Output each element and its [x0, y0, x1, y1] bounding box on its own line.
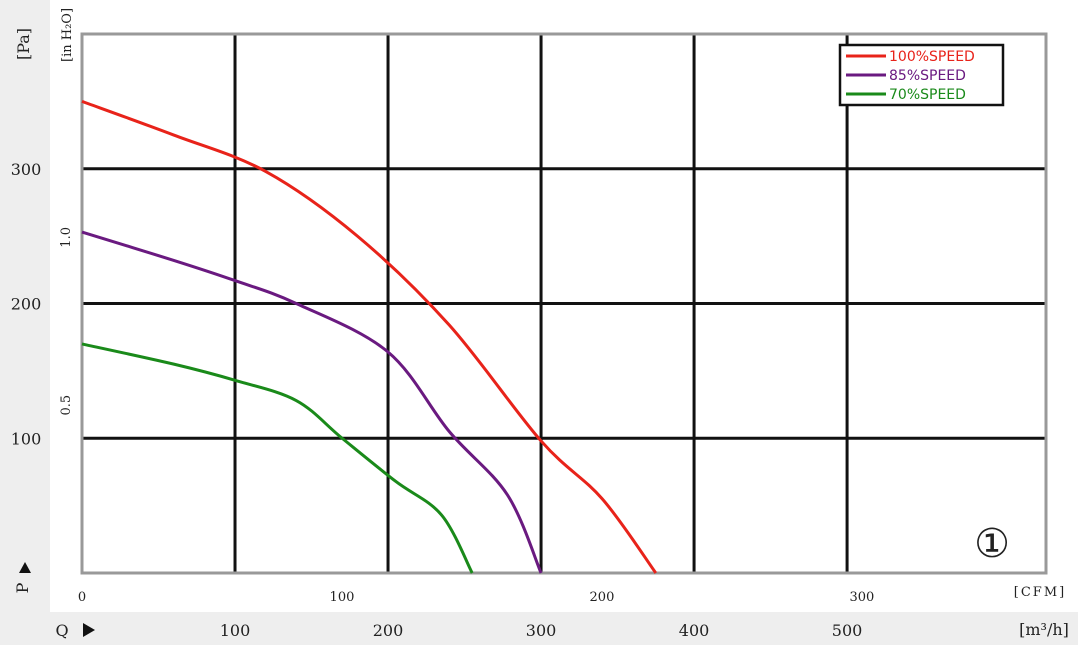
x-tick-label-cfm: 100	[330, 590, 355, 605]
x-tick-label-m3h: 100	[220, 621, 251, 640]
x-tick-label-m3h: 400	[679, 621, 710, 640]
y-tick-label-pa: 200	[11, 295, 42, 314]
series-line-2	[81, 230, 543, 574]
series-curves	[81, 99, 658, 574]
y-unit-inh2o-label: [in H₂O]	[60, 8, 75, 62]
tick-labels: 100 200 300 0.5 1.0 0 100 200 300 100 200 300 400 500	[11, 160, 875, 640]
legend: 100%SPEED 85%SPEED 70%SPEED	[838, 43, 1005, 107]
x-tick-label-m3h: 500	[832, 621, 863, 640]
series-line-3	[81, 342, 474, 574]
y-tick-label-pa: 100	[11, 429, 42, 448]
plot-frame	[80, 32, 1048, 575]
legend-label: 85%SPEED	[889, 68, 966, 84]
x-unit-m3h-label: [m³/h]	[1019, 620, 1069, 639]
x-unit-cfm-label: [CFM]	[1014, 585, 1066, 600]
x-axis-label: Q	[55, 621, 68, 640]
x-tick-label-m3h: 300	[526, 621, 557, 640]
series-line-1	[81, 99, 658, 574]
x-tick-label-cfm: 0	[78, 590, 86, 605]
curve-badge: ①	[974, 521, 1010, 567]
x-axis-arrow-icon	[83, 623, 95, 637]
y-unit-pa-label: [Pa]	[14, 28, 33, 60]
grid	[82, 34, 1046, 573]
y-axis-band	[0, 0, 50, 645]
legend-label: 70%SPEED	[889, 87, 966, 103]
x-tick-label-m3h: 200	[373, 621, 404, 640]
x-axis-band	[0, 612, 1078, 645]
y-axis-label: P	[13, 582, 32, 593]
y-tick-label-inh2o: 1.0	[59, 227, 74, 248]
x-tick-label-cfm: 300	[850, 590, 875, 605]
y-tick-label-pa: 300	[11, 160, 42, 179]
y-axis-arrow-icon	[19, 562, 31, 573]
x-tick-label-cfm: 200	[590, 590, 615, 605]
y-tick-label-inh2o: 0.5	[59, 395, 74, 416]
legend-label: 100%SPEED	[889, 49, 975, 65]
